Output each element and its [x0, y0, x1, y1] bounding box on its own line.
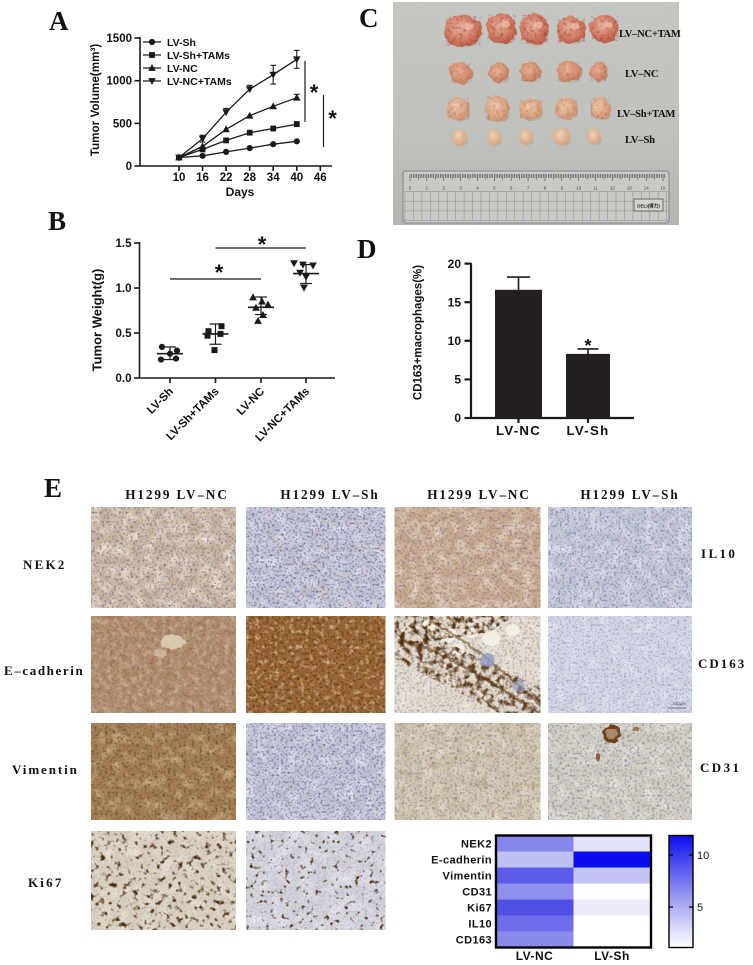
svg-text:1000: 1000: [106, 76, 132, 88]
svg-text:LV-NC+TAMs: LV-NC+TAMs: [167, 76, 232, 88]
svg-text:H1299 LV–NC: H1299 LV–NC: [125, 487, 229, 502]
svg-text:CD31: CD31: [462, 887, 492, 899]
svg-text:CD163+macrophages(%): CD163+macrophages(%): [413, 265, 425, 400]
svg-text:4: 4: [476, 186, 479, 191]
svg-text:LV-Sh: LV-Sh: [145, 386, 176, 417]
svg-text:1: 1: [426, 186, 429, 191]
svg-text:*: *: [584, 336, 591, 356]
svg-text:20: 20: [448, 257, 462, 271]
svg-text:Vimentin: Vimentin: [12, 762, 79, 777]
svg-text:Days: Days: [226, 185, 255, 199]
svg-text:10: 10: [448, 334, 462, 348]
svg-text:1500: 1500: [106, 33, 132, 45]
svg-text:22: 22: [220, 172, 233, 184]
svg-text:9: 9: [561, 186, 564, 191]
svg-text:LV-NC: LV-NC: [516, 949, 554, 963]
svg-text:LV-Sh: LV-Sh: [594, 949, 630, 963]
svg-text:H1299 LV–Sh: H1299 LV–Sh: [580, 487, 679, 502]
svg-text:40: 40: [290, 172, 303, 184]
svg-text:*: *: [328, 106, 337, 131]
svg-text:NEK2: NEK2: [461, 839, 492, 851]
svg-text:12: 12: [610, 186, 615, 191]
svg-text:28: 28: [243, 172, 256, 184]
svg-text:E-cadherin: E-cadherin: [431, 855, 492, 867]
svg-text:LV–NC+TAM: LV–NC+TAM: [619, 29, 681, 40]
svg-text:5: 5: [697, 902, 703, 914]
svg-text:3: 3: [459, 186, 462, 191]
svg-text:16: 16: [196, 172, 209, 184]
svg-text:100µm: 100µm: [672, 701, 686, 706]
svg-text:NEK2: NEK2: [23, 557, 66, 572]
svg-text:*: *: [215, 260, 224, 285]
svg-text:1.0: 1.0: [116, 283, 132, 295]
svg-text:D: D: [357, 234, 377, 264]
svg-text:Tumor Weight(g): Tumor Weight(g): [90, 269, 105, 372]
svg-text:CD163: CD163: [456, 935, 492, 947]
svg-text:CD31: CD31: [700, 760, 741, 775]
svg-text:5: 5: [493, 186, 496, 191]
svg-text:CD163: CD163: [698, 656, 746, 671]
svg-text:10: 10: [173, 172, 186, 184]
svg-text:10: 10: [697, 850, 709, 862]
svg-text:LV-Sh+TAMs: LV-Sh+TAMs: [167, 50, 230, 62]
svg-text:H1299 LV–Sh: H1299 LV–Sh: [280, 487, 379, 502]
svg-text:500: 500: [113, 118, 132, 130]
svg-text:6: 6: [510, 186, 513, 191]
svg-text:E: E: [44, 473, 62, 503]
svg-text:13: 13: [627, 186, 632, 191]
svg-text:IL10: IL10: [701, 546, 737, 561]
svg-text:Vimentin: Vimentin: [443, 871, 492, 883]
svg-text:DELI(得力): DELI(得力): [637, 203, 660, 210]
svg-text:46: 46: [314, 172, 327, 184]
svg-text:LV-NC: LV-NC: [496, 423, 541, 438]
svg-text:15: 15: [448, 295, 462, 309]
svg-text:0: 0: [454, 411, 461, 425]
svg-text:5: 5: [454, 373, 461, 387]
svg-text:E–cadherin: E–cadherin: [4, 663, 84, 678]
svg-text:LV-Sh: LV-Sh: [567, 423, 610, 438]
svg-text:34: 34: [267, 172, 280, 184]
svg-text:LV-NC: LV-NC: [167, 63, 198, 75]
svg-text:Tumor Volume(mm³): Tumor Volume(mm³): [89, 44, 102, 157]
svg-text:8: 8: [544, 186, 547, 191]
svg-text:14: 14: [644, 186, 649, 191]
svg-text:LV–Sh: LV–Sh: [625, 135, 655, 146]
svg-text:0: 0: [409, 186, 412, 191]
svg-text:*: *: [258, 232, 267, 257]
svg-text:2: 2: [442, 186, 445, 191]
svg-text:Ki67: Ki67: [28, 875, 64, 890]
svg-text:10: 10: [576, 186, 581, 191]
svg-text:Ki67: Ki67: [467, 903, 492, 915]
svg-text:IL10: IL10: [468, 919, 492, 931]
svg-text:LV–NC: LV–NC: [625, 69, 658, 80]
svg-text:15: 15: [661, 186, 666, 191]
svg-text:11: 11: [593, 186, 598, 191]
svg-text:A: A: [49, 6, 69, 36]
svg-text:0: 0: [126, 161, 132, 173]
svg-text:*: *: [310, 80, 319, 105]
svg-text:LV-Sh: LV-Sh: [167, 37, 196, 49]
svg-text:7: 7: [527, 186, 530, 191]
svg-text:1.5: 1.5: [116, 238, 133, 250]
svg-text:H1299 LV–NC: H1299 LV–NC: [427, 487, 531, 502]
svg-text:LV-NC: LV-NC: [235, 386, 267, 418]
svg-text:B: B: [48, 206, 66, 236]
svg-text:0.5: 0.5: [116, 328, 133, 340]
svg-text:C: C: [359, 3, 379, 33]
svg-text:LV–Sh+TAM: LV–Sh+TAM: [617, 109, 675, 120]
svg-text:0.0: 0.0: [116, 373, 132, 385]
